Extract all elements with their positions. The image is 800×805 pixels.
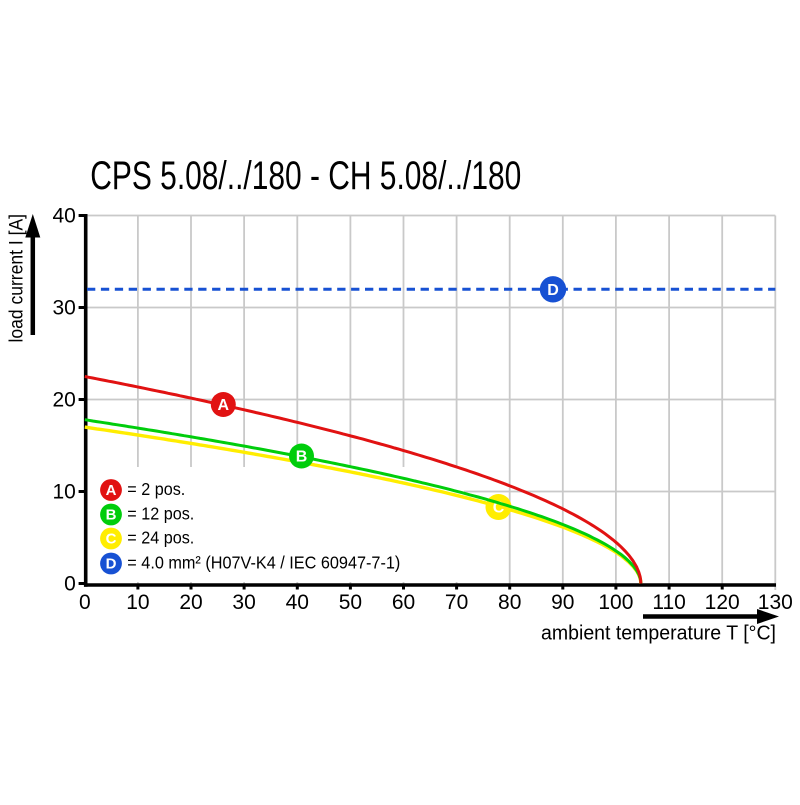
svg-text:90: 90 [551,591,574,614]
svg-text:50: 50 [339,591,362,614]
svg-text:40: 40 [286,591,309,614]
svg-text:80: 80 [498,591,521,614]
svg-text:10: 10 [52,481,75,504]
svg-text:A: A [106,482,117,499]
svg-text:130: 130 [758,591,793,614]
svg-text:20: 20 [179,591,202,614]
svg-text:30: 30 [232,591,255,614]
svg-text:load current I [A]: load current I [A] [6,214,28,343]
svg-text:100: 100 [598,591,633,614]
svg-text:B: B [296,449,308,466]
svg-text:120: 120 [705,591,740,614]
svg-text:0: 0 [79,591,91,614]
svg-text:40: 40 [52,205,75,228]
svg-text:CPS 5.08/../180 - CH 5.08/../1: CPS 5.08/../180 - CH 5.08/../180 [90,154,521,198]
svg-text:110: 110 [652,591,685,614]
svg-text:D: D [547,282,559,299]
svg-text:A: A [218,397,230,414]
svg-text:0: 0 [64,573,76,596]
svg-text:ambient temperature T [°C]: ambient temperature T [°C] [541,622,776,645]
svg-text:10: 10 [126,591,149,614]
svg-text:B: B [106,507,117,524]
svg-text:70: 70 [445,591,468,614]
svg-text:= 24 pos.: = 24 pos. [127,528,194,548]
svg-text:= 2 pos.: = 2 pos. [127,479,185,499]
svg-text:C: C [106,531,117,548]
svg-text:20: 20 [52,389,75,412]
svg-text:30: 30 [52,297,75,320]
svg-text:= 4.0 mm² (H07V-K4 / IEC 60947: = 4.0 mm² (H07V-K4 / IEC 60947-7-1) [127,553,400,573]
svg-text:= 12 pos.: = 12 pos. [127,504,194,524]
svg-text:60: 60 [392,591,415,614]
svg-text:D: D [106,556,117,573]
